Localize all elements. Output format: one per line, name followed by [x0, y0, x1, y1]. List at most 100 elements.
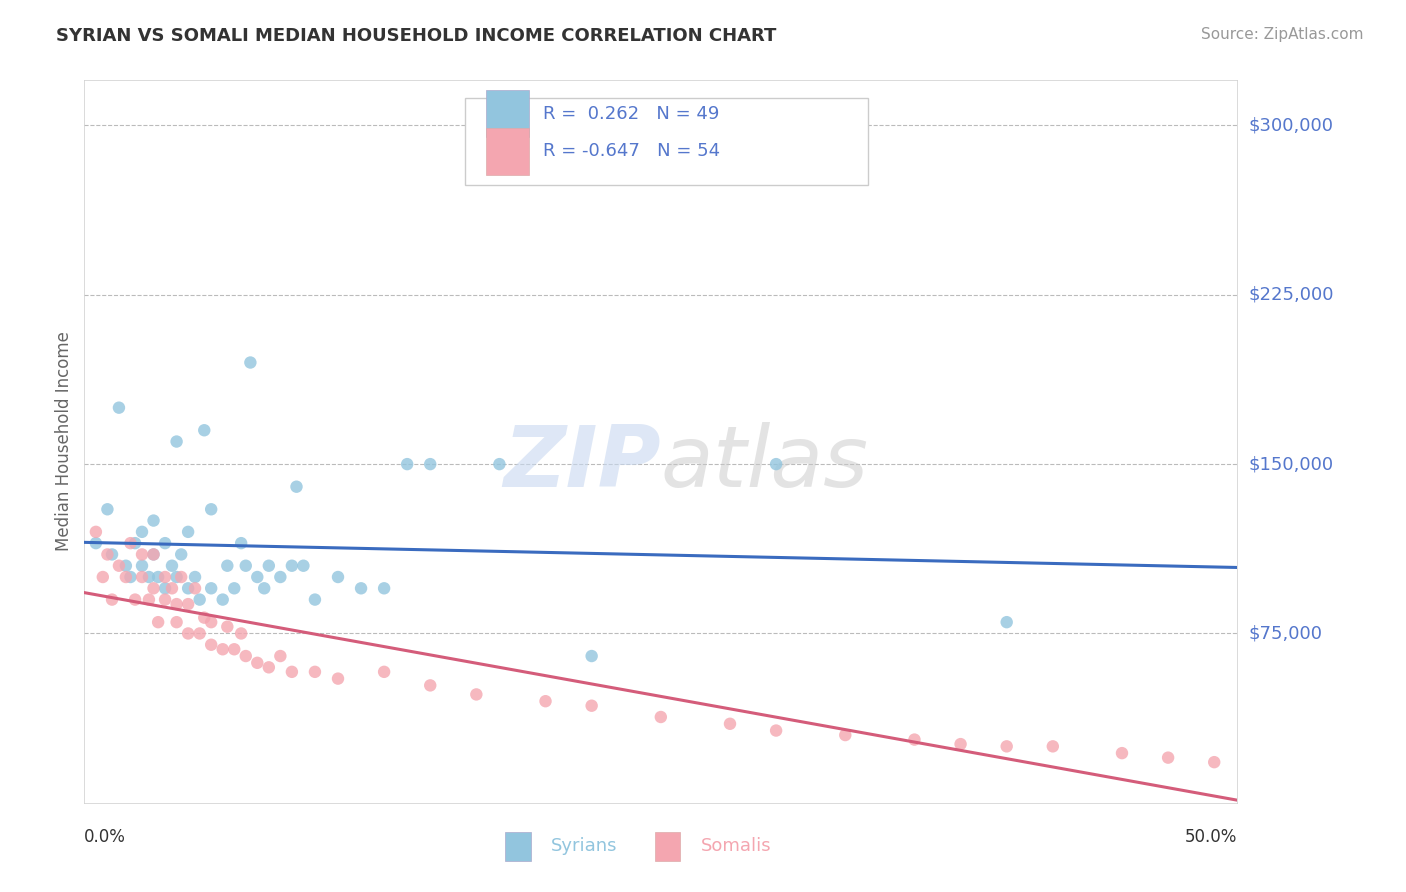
Point: [184, 582, 207, 596]
Point: [193, 610, 215, 624]
Point: [217, 558, 239, 573]
Point: [246, 656, 269, 670]
Point: [488, 457, 510, 471]
Point: [96, 502, 118, 516]
Point: [217, 620, 239, 634]
Point: [160, 582, 183, 596]
Point: [142, 514, 165, 528]
Point: [142, 582, 165, 596]
Point: [304, 592, 326, 607]
Point: [153, 582, 176, 596]
Point: [350, 582, 373, 596]
Point: [146, 615, 169, 630]
Point: [1204, 755, 1226, 769]
Point: [115, 570, 138, 584]
FancyBboxPatch shape: [485, 90, 530, 137]
Point: [650, 710, 672, 724]
Point: [235, 648, 257, 663]
Point: [101, 548, 124, 562]
Point: [281, 558, 304, 573]
Point: [257, 660, 280, 674]
Point: [84, 536, 107, 550]
Point: [257, 558, 280, 573]
Point: [153, 592, 176, 607]
Point: [292, 558, 315, 573]
Point: [166, 615, 188, 630]
Point: [581, 698, 603, 713]
Point: [326, 570, 349, 584]
Point: [108, 558, 131, 573]
Point: [419, 457, 441, 471]
Point: [373, 582, 395, 596]
Point: [166, 570, 188, 584]
Text: R =  0.262   N = 49: R = 0.262 N = 49: [543, 105, 720, 123]
Text: $150,000: $150,000: [1249, 455, 1333, 473]
Point: [153, 570, 176, 584]
Point: [138, 570, 160, 584]
FancyBboxPatch shape: [465, 98, 869, 185]
Point: [108, 401, 131, 415]
Point: [138, 592, 160, 607]
Point: [211, 642, 233, 657]
Point: [115, 558, 138, 573]
Point: [193, 423, 215, 437]
Point: [170, 548, 193, 562]
Point: [269, 570, 291, 584]
Point: [177, 524, 200, 539]
Point: [765, 723, 787, 738]
Point: [200, 582, 222, 596]
Point: [177, 582, 200, 596]
Text: Source: ZipAtlas.com: Source: ZipAtlas.com: [1201, 27, 1364, 42]
Point: [903, 732, 925, 747]
Point: [200, 638, 222, 652]
Point: [304, 665, 326, 679]
FancyBboxPatch shape: [485, 128, 530, 175]
Point: [995, 615, 1018, 630]
Point: [246, 570, 269, 584]
Point: [120, 536, 142, 550]
Point: [231, 626, 253, 640]
Point: [200, 502, 222, 516]
Point: [131, 570, 153, 584]
Point: [188, 626, 211, 640]
Point: [396, 457, 419, 471]
Point: [166, 597, 188, 611]
Point: [177, 626, 200, 640]
Point: [224, 582, 246, 596]
Point: [131, 558, 153, 573]
Point: [269, 648, 291, 663]
Point: [146, 570, 169, 584]
Point: [281, 665, 304, 679]
Point: [120, 570, 142, 584]
Point: [188, 592, 211, 607]
Point: [224, 642, 246, 657]
Text: ZIP: ZIP: [503, 422, 661, 505]
Point: [84, 524, 107, 539]
Point: [834, 728, 856, 742]
Text: $225,000: $225,000: [1249, 285, 1334, 304]
FancyBboxPatch shape: [655, 831, 681, 861]
Text: 0.0%: 0.0%: [84, 828, 127, 846]
Point: [373, 665, 395, 679]
Point: [131, 524, 153, 539]
Point: [419, 678, 441, 692]
Text: 50.0%: 50.0%: [1185, 828, 1237, 846]
Point: [177, 597, 200, 611]
Point: [142, 548, 165, 562]
Text: SYRIAN VS SOMALI MEDIAN HOUSEHOLD INCOME CORRELATION CHART: SYRIAN VS SOMALI MEDIAN HOUSEHOLD INCOME…: [56, 27, 776, 45]
Point: [765, 457, 787, 471]
Point: [101, 592, 124, 607]
Point: [160, 558, 183, 573]
Text: atlas: atlas: [661, 422, 869, 505]
FancyBboxPatch shape: [505, 831, 530, 861]
Point: [166, 434, 188, 449]
Text: $300,000: $300,000: [1249, 117, 1333, 135]
Point: [131, 548, 153, 562]
Text: Syrians: Syrians: [551, 838, 617, 855]
Point: [200, 615, 222, 630]
Point: [96, 548, 118, 562]
Text: R = -0.647   N = 54: R = -0.647 N = 54: [543, 142, 720, 161]
Point: [231, 536, 253, 550]
Point: [184, 570, 207, 584]
Point: [142, 548, 165, 562]
